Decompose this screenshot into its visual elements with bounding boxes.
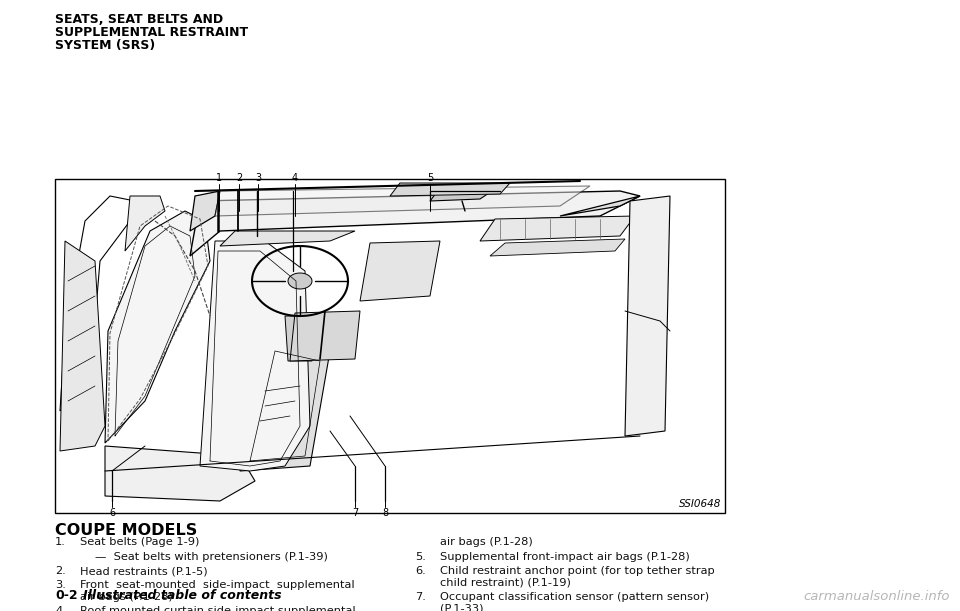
Polygon shape bbox=[360, 241, 440, 301]
Text: Illustrated table of contents: Illustrated table of contents bbox=[83, 589, 281, 602]
Text: 6: 6 bbox=[108, 508, 115, 518]
Text: 6.: 6. bbox=[415, 566, 425, 576]
Text: 0-2: 0-2 bbox=[55, 589, 78, 602]
Polygon shape bbox=[240, 341, 330, 471]
Text: SYSTEM (SRS): SYSTEM (SRS) bbox=[55, 39, 156, 52]
Polygon shape bbox=[625, 196, 670, 436]
Text: Child restraint anchor point (for top tether strap: Child restraint anchor point (for top te… bbox=[440, 566, 715, 576]
Text: 5.: 5. bbox=[415, 552, 426, 562]
Text: Occupant classification sensor (pattern sensor): Occupant classification sensor (pattern … bbox=[440, 592, 709, 602]
Text: air bags (P.1-28): air bags (P.1-28) bbox=[80, 592, 173, 602]
Text: 4.: 4. bbox=[55, 607, 65, 611]
Text: Supplemental front-impact air bags (P.1-28): Supplemental front-impact air bags (P.1-… bbox=[440, 552, 689, 562]
Text: 3.: 3. bbox=[55, 580, 66, 590]
Text: 8: 8 bbox=[382, 508, 388, 518]
Text: child restraint) (P.1-19): child restraint) (P.1-19) bbox=[440, 577, 571, 588]
Text: —  Seat belts with pretensioners (P.1-39): — Seat belts with pretensioners (P.1-39) bbox=[95, 552, 328, 562]
Polygon shape bbox=[125, 196, 165, 251]
Text: 5: 5 bbox=[427, 173, 433, 183]
Polygon shape bbox=[105, 211, 210, 443]
Polygon shape bbox=[190, 191, 640, 256]
Text: Front  seat-mounted  side-impact  supplemental: Front seat-mounted side-impact supplemen… bbox=[80, 580, 354, 590]
Text: SUPPLEMENTAL RESTRAINT: SUPPLEMENTAL RESTRAINT bbox=[55, 26, 248, 39]
Polygon shape bbox=[60, 196, 135, 411]
Text: SSI0648: SSI0648 bbox=[679, 499, 721, 509]
Text: Roof-mounted curtain side-impact supplemental: Roof-mounted curtain side-impact supplem… bbox=[80, 607, 355, 611]
Text: 3: 3 bbox=[255, 173, 261, 183]
Text: 1.: 1. bbox=[55, 537, 66, 547]
Polygon shape bbox=[390, 183, 510, 196]
Bar bbox=[55, 179, 725, 513]
Text: 7.: 7. bbox=[415, 592, 426, 602]
Text: Seat belts (Page 1-9): Seat belts (Page 1-9) bbox=[80, 537, 200, 547]
Polygon shape bbox=[190, 191, 220, 231]
Polygon shape bbox=[288, 273, 312, 289]
Text: air bags (P.1-28): air bags (P.1-28) bbox=[440, 537, 533, 547]
Text: Head restraints (P.1-5): Head restraints (P.1-5) bbox=[80, 566, 207, 576]
Polygon shape bbox=[290, 311, 360, 361]
Polygon shape bbox=[285, 316, 315, 361]
Polygon shape bbox=[220, 231, 355, 246]
Text: 2: 2 bbox=[236, 173, 242, 183]
Text: SEATS, SEAT BELTS AND: SEATS, SEAT BELTS AND bbox=[55, 13, 223, 26]
Polygon shape bbox=[105, 446, 255, 501]
Text: 4: 4 bbox=[292, 173, 298, 183]
Polygon shape bbox=[60, 241, 105, 451]
Text: 7: 7 bbox=[352, 508, 358, 518]
Text: 1: 1 bbox=[216, 173, 222, 183]
Polygon shape bbox=[490, 239, 625, 256]
Polygon shape bbox=[560, 196, 640, 216]
Text: carmanualsonline.info: carmanualsonline.info bbox=[804, 590, 950, 603]
Text: COUPE MODELS: COUPE MODELS bbox=[55, 523, 197, 538]
Polygon shape bbox=[430, 188, 495, 201]
Text: 2.: 2. bbox=[55, 566, 65, 576]
Text: (P.1-33): (P.1-33) bbox=[440, 604, 484, 611]
Polygon shape bbox=[200, 241, 310, 471]
Polygon shape bbox=[480, 216, 635, 241]
Polygon shape bbox=[215, 186, 590, 216]
